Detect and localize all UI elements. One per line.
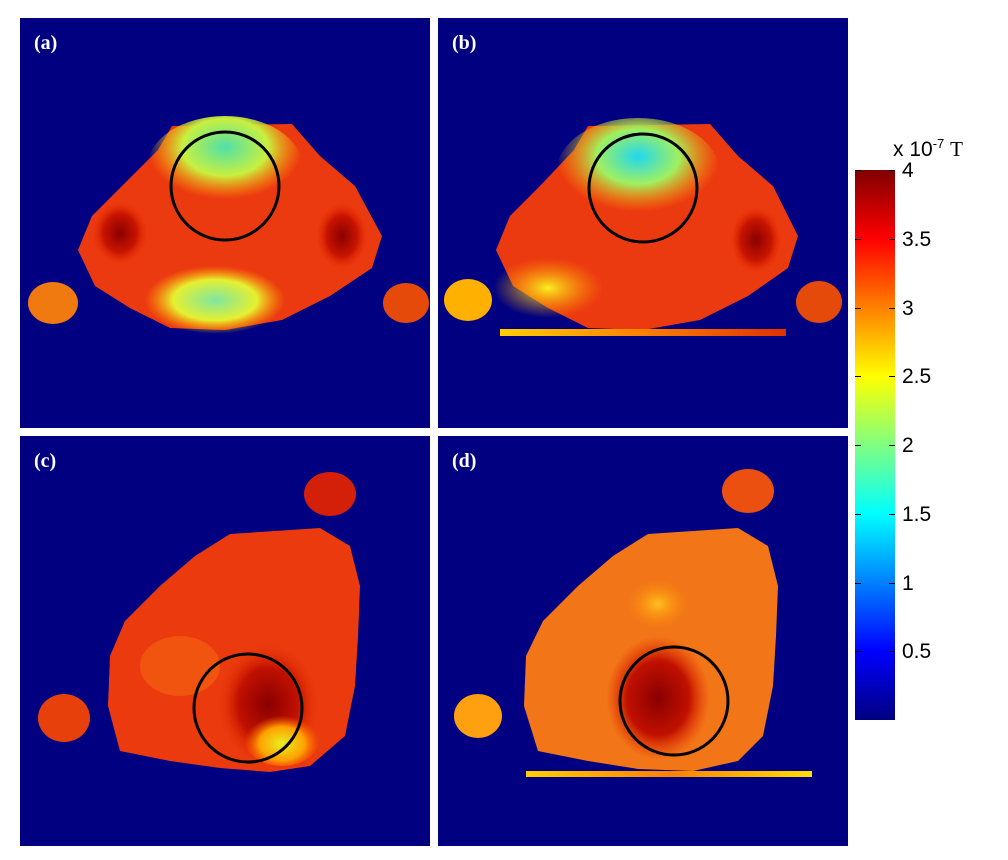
colorbar-tick-label: 0.5 — [902, 640, 932, 664]
small-region-left — [444, 279, 492, 321]
table-line — [500, 329, 786, 336]
colorbar-tick-mark — [889, 651, 895, 653]
heatmap-b — [438, 18, 848, 428]
colorbar-tick-label: 1 — [902, 571, 914, 595]
high-field-zone — [606, 636, 710, 760]
high-field-zone-right — [730, 206, 782, 274]
heatmap-a — [20, 18, 430, 428]
mid-field-zone — [628, 580, 688, 628]
heatmap-d — [438, 436, 848, 846]
high-field-zone-right — [316, 202, 368, 270]
heatmap-c — [20, 436, 430, 846]
colorbar-tick-mark — [855, 513, 861, 515]
panel-d: (d) — [438, 436, 848, 846]
colorbar-tick-mark — [855, 445, 861, 446]
roi-circle — [192, 652, 304, 764]
small-region-right — [383, 283, 429, 323]
colorbar-tick-mark — [855, 170, 861, 171]
panel-b: (b) — [438, 18, 848, 428]
colorbar-unit: T — [950, 137, 963, 161]
low-field-zone — [244, 710, 320, 766]
colorbar-tick-mark — [889, 582, 895, 584]
roi-circle — [169, 130, 281, 242]
colorbar-tick-mark — [889, 376, 895, 378]
panel-label: (c) — [34, 450, 57, 472]
low-field-zone — [556, 118, 720, 228]
colorbar-tick-mark — [889, 445, 895, 446]
low-field-zone-lower — [145, 266, 285, 334]
colorbar-scale-exponent: -7 — [932, 136, 945, 151]
small-region-left — [454, 694, 502, 738]
colorbar-tick-mark — [855, 238, 861, 240]
colorbar-tick-mark — [889, 307, 895, 309]
panel-a: (a) — [20, 18, 430, 428]
panel-label: (d) — [452, 450, 477, 472]
low-field-zone — [147, 116, 303, 220]
colorbar-tick-mark — [889, 238, 895, 240]
colorbar-tick-label: 2.5 — [902, 365, 932, 389]
table-line — [526, 771, 812, 777]
small-region-top — [304, 472, 356, 516]
colorbar-title: x 10-7 T — [893, 136, 963, 162]
colorbar-tick-label: 4 — [902, 159, 914, 182]
small-region-right — [796, 281, 842, 323]
small-region-left — [28, 282, 78, 324]
colorbar-scale-prefix: x 10 — [893, 138, 933, 161]
roi-circle — [618, 645, 730, 757]
colorbar-tick-mark — [889, 170, 895, 171]
mid-field-zone — [493, 258, 603, 318]
colorbar-tick-mark — [855, 376, 861, 378]
small-region-top — [722, 469, 774, 513]
colorbar-tick-label: 2 — [902, 434, 914, 457]
panel-c: (c) — [20, 436, 430, 846]
colorbar-tick-label: 1.5 — [902, 502, 932, 526]
colorbar-tick-label: 3.5 — [902, 227, 932, 251]
panel-label: (b) — [452, 32, 477, 54]
colorbar-tick-label: 3 — [902, 296, 914, 320]
colorbar — [855, 170, 895, 720]
panel-label: (a) — [34, 32, 58, 54]
colorbar-tick-mark — [855, 582, 861, 584]
small-region-left — [38, 694, 90, 742]
colorbar-tick-mark — [855, 307, 861, 309]
roi-circle — [587, 132, 699, 244]
high-field-zone-left — [92, 201, 148, 265]
mid-field-zone — [140, 636, 220, 696]
colorbar-tick-mark — [855, 651, 861, 653]
colorbar-tick-mark — [889, 513, 895, 515]
